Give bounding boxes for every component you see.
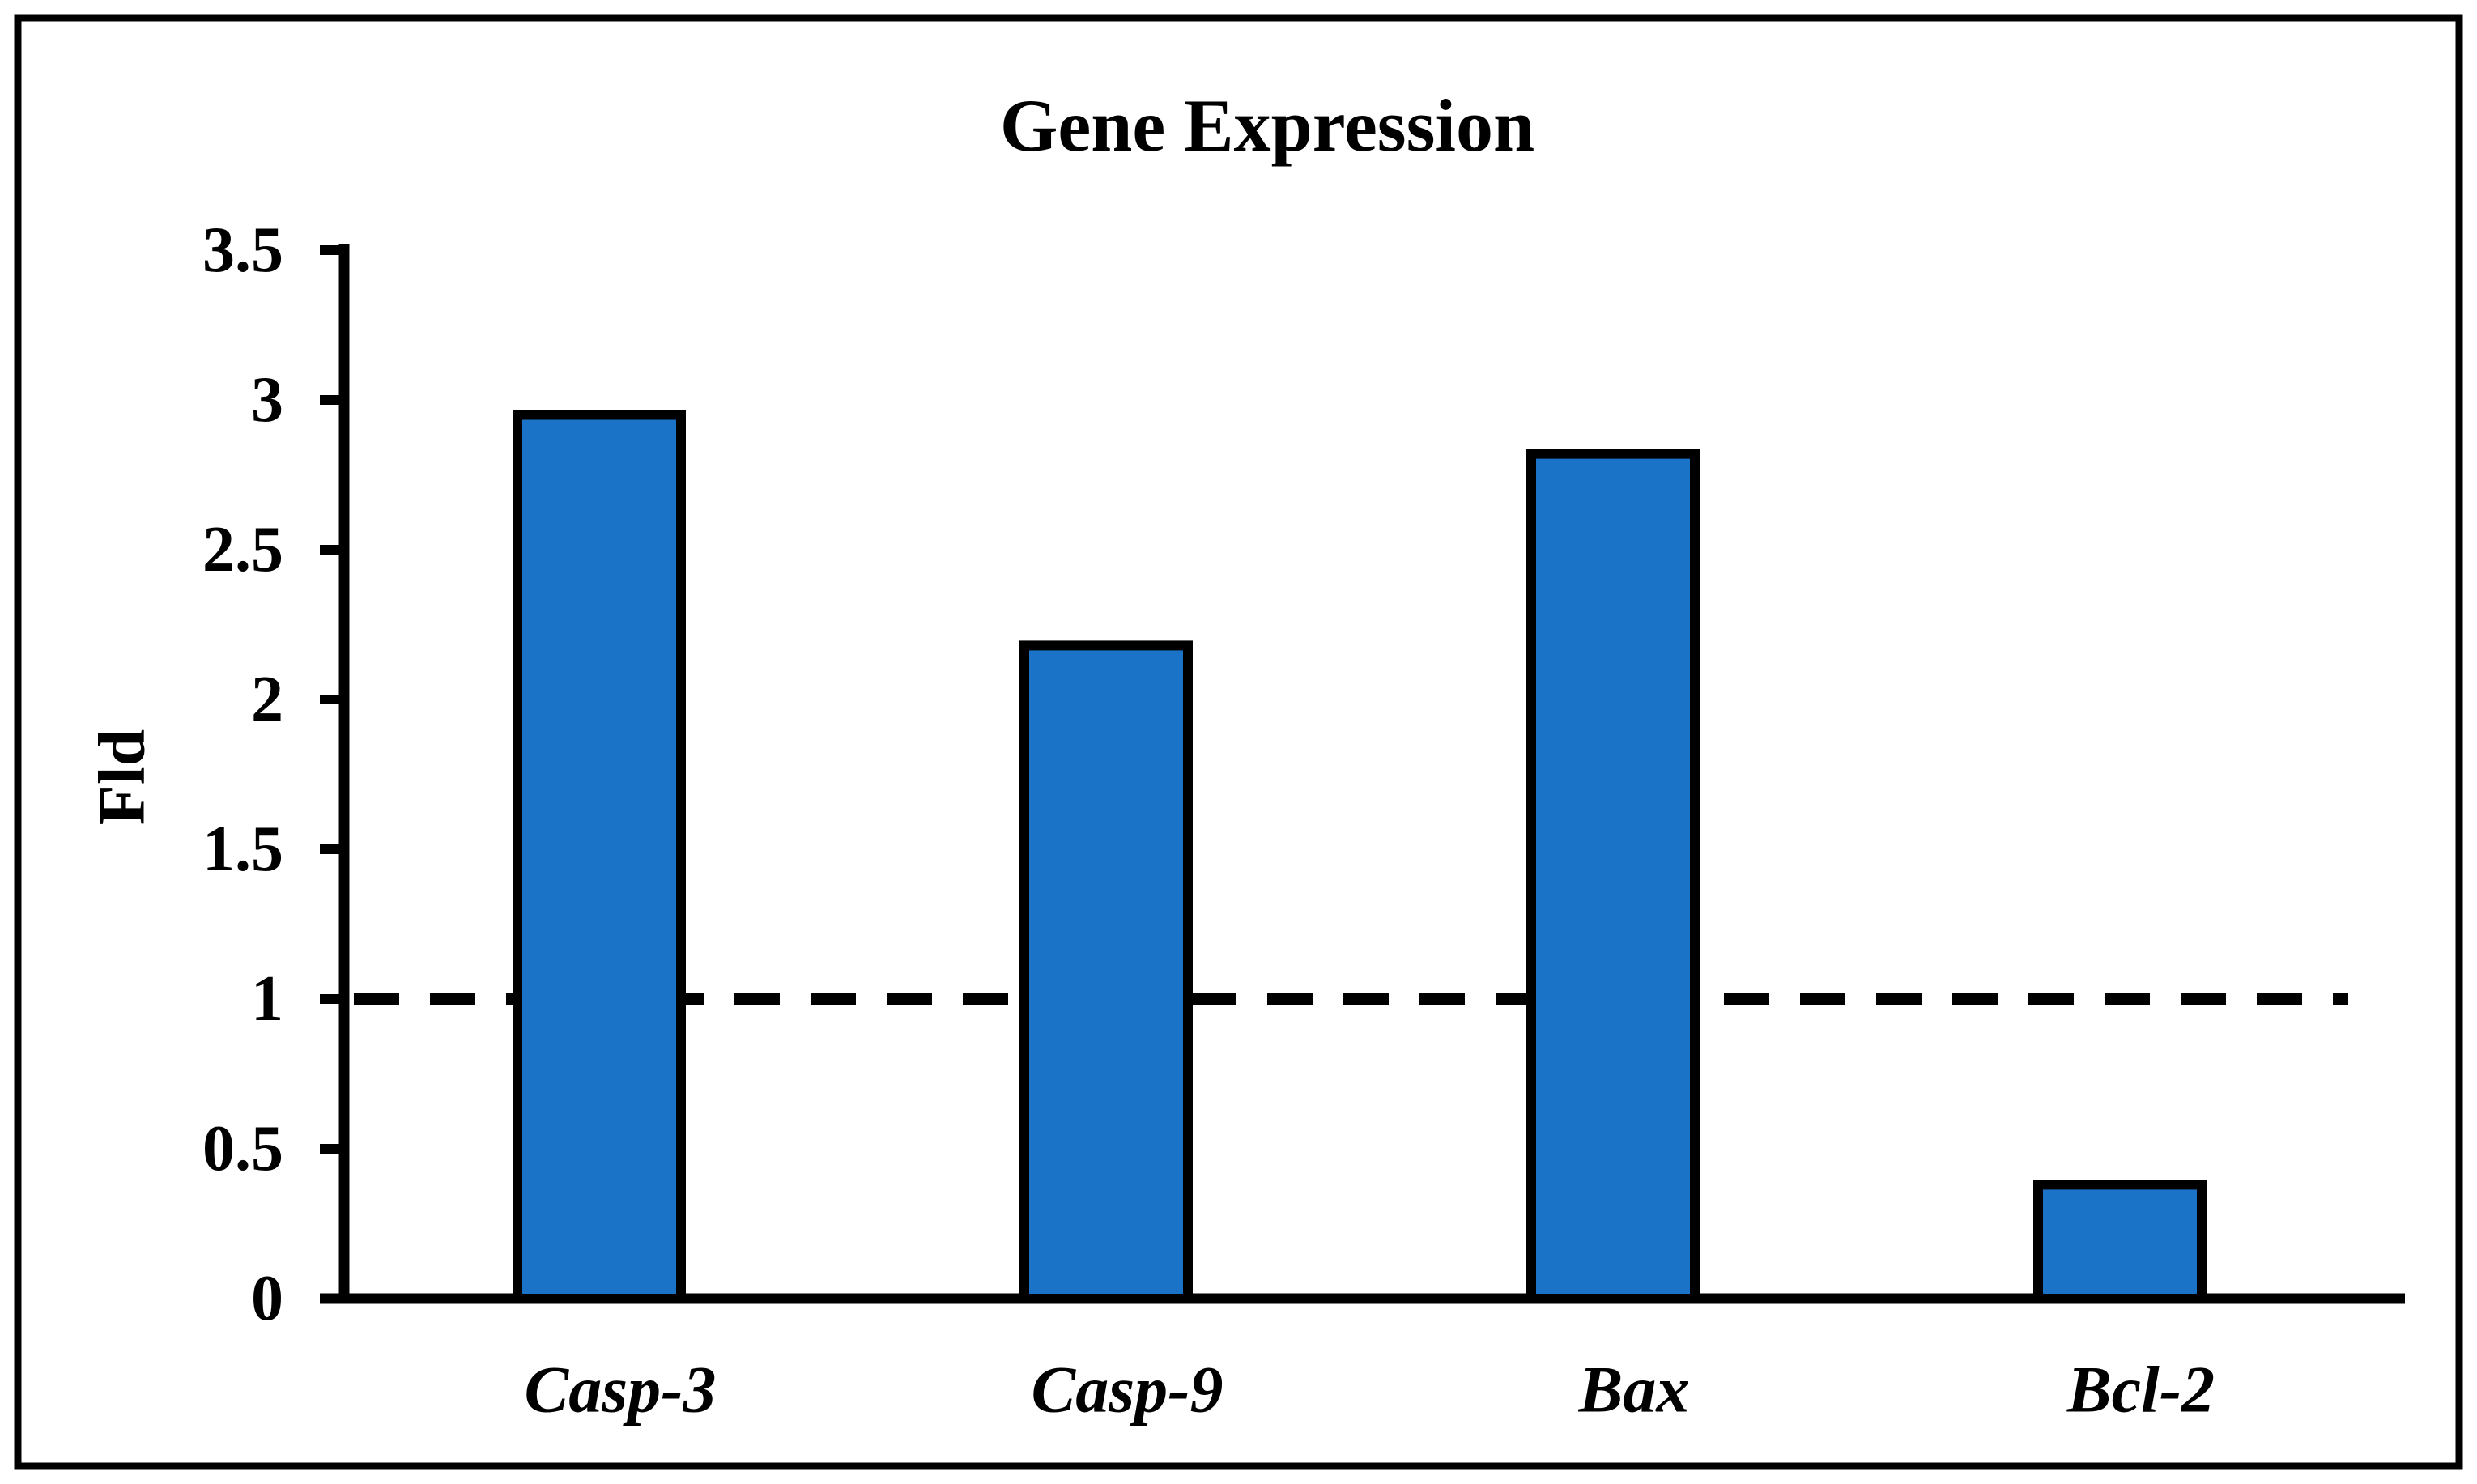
- bar-bax: [1526, 449, 1700, 1303]
- y-tick-label-1: 1: [251, 963, 283, 1035]
- y-tick-label-0.5: 0.5: [202, 1113, 283, 1184]
- chart-title: Gene Expression: [1000, 84, 1534, 167]
- x-axis-label-casp-9: Casp-9: [1032, 1353, 1224, 1427]
- x-axis-label-bcl-2: Bcl-2: [2066, 1353, 2215, 1427]
- y-tick-label-3: 3: [251, 364, 283, 436]
- bar-casp-3: [513, 410, 686, 1303]
- y-tick-label-3.5: 3.5: [202, 215, 283, 286]
- y-tick-label-0: 0: [251, 1263, 283, 1334]
- y-tick-label-2: 2: [251, 664, 283, 735]
- x-axis-label-casp-3: Casp-3: [525, 1353, 717, 1427]
- figure-border: [14, 14, 2463, 1470]
- plot-area: 0 0.5 1 1.5 2 2.5 3 3.5 Casp-3 Casp-9 Bax Bcl-2: [202, 215, 2405, 1427]
- bar-casp-9: [1019, 640, 1193, 1303]
- y-axis-label: Fld: [85, 729, 159, 825]
- x-axis-label-bax: Bax: [1578, 1353, 1690, 1427]
- y-tick-label-1.5: 1.5: [202, 814, 283, 885]
- bar-bcl-2: [2033, 1180, 2207, 1304]
- y-tick-label-2.5: 2.5: [202, 514, 283, 585]
